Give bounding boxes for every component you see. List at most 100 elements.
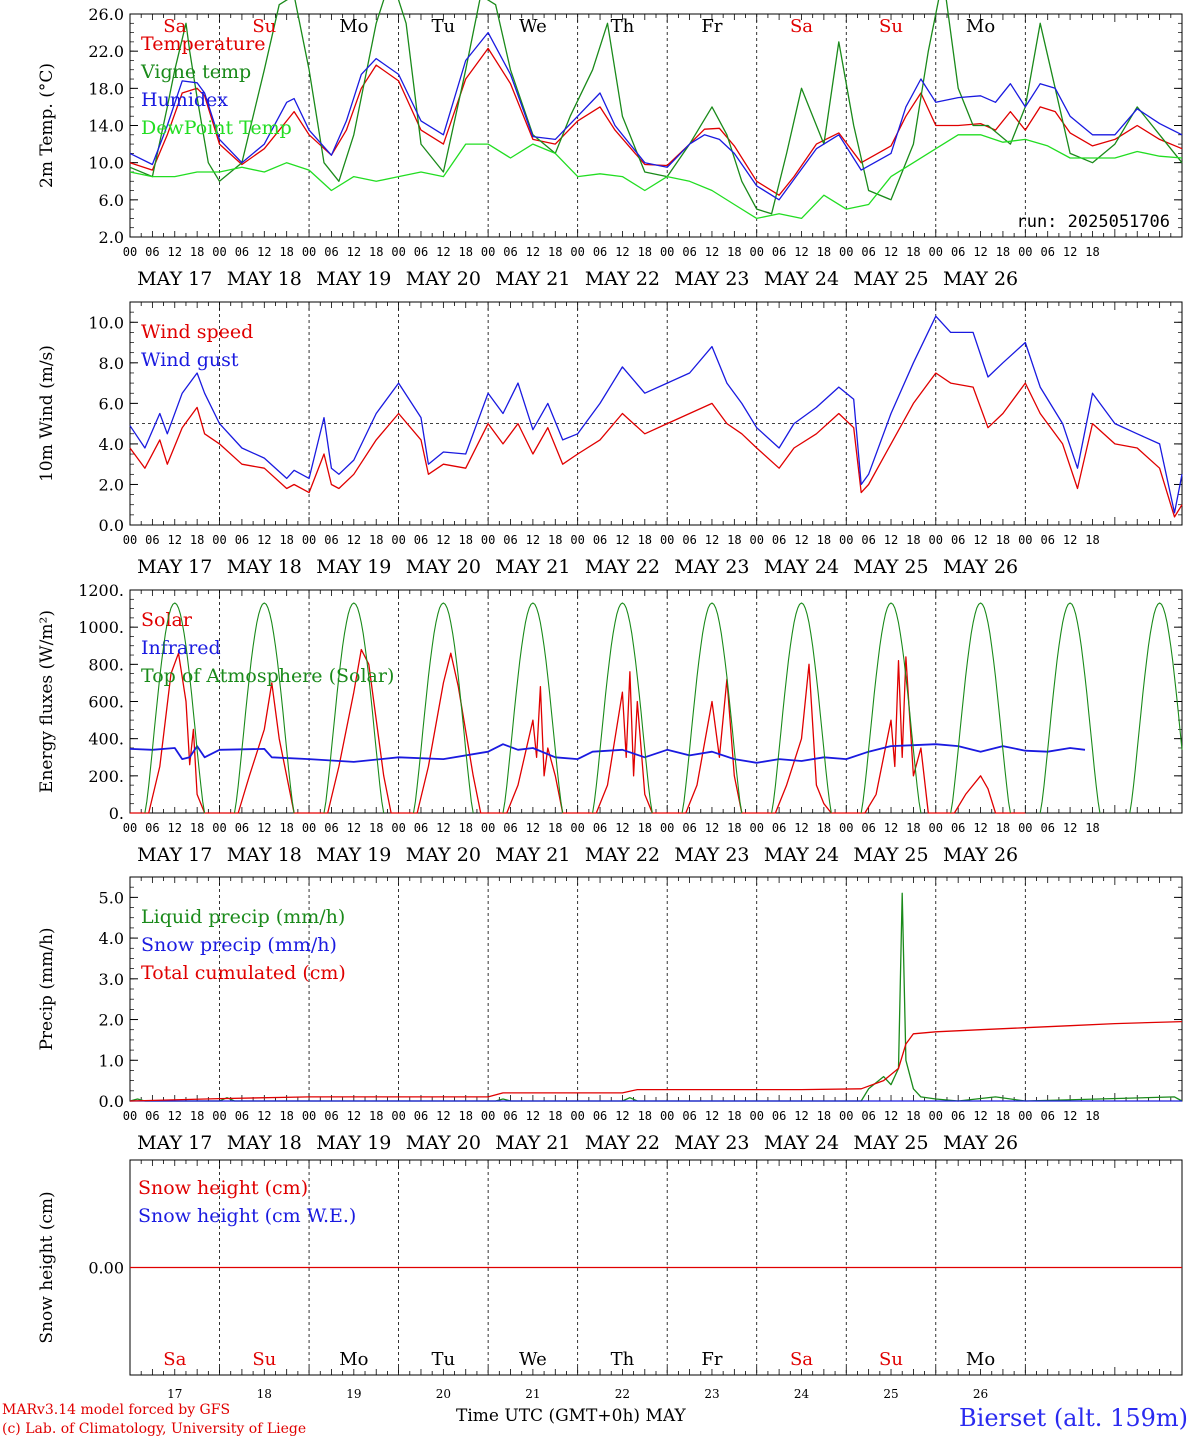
y-tick-label: 4.0: [99, 435, 124, 454]
x-hour-label: 06: [235, 533, 249, 547]
x-hour-label: 00: [212, 245, 226, 259]
x-hour-label: 18: [1085, 1109, 1099, 1123]
x-hour-label: 18: [1085, 533, 1099, 547]
y-tick-label: 8.0: [99, 354, 124, 373]
x-hour-label: 00: [660, 821, 674, 835]
day-number-label: 23: [704, 1387, 719, 1401]
series-line-toa-day: [323, 602, 385, 814]
x-axis-title-text: Time UTC (GMT+0h): [456, 1406, 641, 1426]
x-hour-label: 06: [772, 533, 786, 547]
x-hour-label: 00: [1018, 821, 1032, 835]
legend-item: Wind speed: [141, 321, 253, 343]
x-hour-label: 00: [212, 533, 226, 547]
y-axis-label: Energy fluxes (W/m²): [37, 610, 57, 793]
x-day-label: MAY 25: [853, 268, 928, 290]
x-hour-label: 12: [973, 821, 987, 835]
x-hour-label: 06: [1040, 533, 1054, 547]
x-hour-label: 00: [929, 821, 943, 835]
x-hour-label: 00: [391, 821, 405, 835]
x-hour-label: 12: [1063, 821, 1077, 835]
x-hour-label: 12: [436, 245, 450, 259]
x-hour-label: 00: [302, 1109, 316, 1123]
x-hour-label: 06: [235, 1109, 249, 1123]
x-hour-label: 00: [391, 533, 405, 547]
series-line-vigne-temp: [129, 0, 1183, 215]
y-tick-label: 0.0: [99, 1092, 124, 1111]
series-line-toa-day: [144, 602, 206, 814]
x-hour-label: 00: [570, 533, 584, 547]
x-hour-label: 06: [1040, 821, 1054, 835]
y-tick-label: 0.0: [99, 516, 124, 535]
x-hour-label: 00: [481, 821, 495, 835]
x-hour-label: 06: [682, 821, 696, 835]
x-hour-label: 06: [414, 245, 428, 259]
x-hour-label: 18: [638, 245, 652, 259]
x-hour-label: 12: [705, 1109, 719, 1123]
x-hour-label: 18: [190, 533, 204, 547]
x-hour-label: 06: [1040, 1109, 1054, 1123]
x-day-label: MAY 17: [137, 844, 212, 866]
x-hour-label: 06: [593, 245, 607, 259]
x-hour-label: 12: [794, 1109, 808, 1123]
x-hour-label: 12: [168, 533, 182, 547]
x-hour-label: 18: [996, 533, 1010, 547]
y-axis-label: 2m Temp. (°C): [37, 63, 57, 188]
y-tick-label: 2.0: [99, 1011, 124, 1030]
y-tick-label: 3.0: [99, 970, 124, 989]
x-hour-label: 18: [369, 245, 383, 259]
x-hour-label: 00: [749, 1109, 763, 1123]
weekday-label: We: [519, 1349, 547, 1370]
x-hour-label: 18: [638, 1109, 652, 1123]
x-hour-label: 06: [414, 1109, 428, 1123]
y-tick-label: 10.0: [88, 313, 124, 332]
y-tick-label: 6.0: [99, 394, 124, 413]
x-hour-label: 18: [638, 821, 652, 835]
series-line-toa-day: [860, 602, 922, 814]
x-hour-label: 12: [257, 821, 271, 835]
y-tick-label: 600.: [88, 693, 124, 712]
x-hour-label: 18: [727, 1109, 741, 1123]
x-hour-label: 06: [682, 245, 696, 259]
x-hour-label: 00: [660, 533, 674, 547]
x-hour-label: 00: [1018, 533, 1032, 547]
x-hour-label: 06: [951, 1109, 965, 1123]
x-hour-label: 00: [1018, 245, 1032, 259]
x-hour-label: 00: [570, 245, 584, 259]
x-hour-label: 12: [257, 245, 271, 259]
x-day-label: MAY 26: [943, 1132, 1018, 1154]
weekday-label: Su: [879, 1349, 903, 1370]
x-day-label: MAY 22: [585, 268, 660, 290]
credit-model: MARv3.14 model forced by GFS: [2, 1402, 231, 1418]
day-number-label: 21: [525, 1387, 540, 1401]
x-hour-label: 18: [459, 1109, 473, 1123]
x-hour-label: 06: [324, 821, 338, 835]
weekday-label: Th: [611, 1349, 635, 1370]
x-hour-label: 06: [324, 533, 338, 547]
weekday-label: Sa: [790, 1349, 813, 1370]
x-hour-label: 00: [302, 245, 316, 259]
weekday-label: Su: [252, 1349, 276, 1370]
x-hour-label: 18: [817, 533, 831, 547]
legend-item: Snow height (cm W.E.): [138, 1205, 356, 1227]
x-hour-label: 12: [884, 1109, 898, 1123]
x-hour-label: 12: [794, 245, 808, 259]
x-day-label: MAY 19: [316, 268, 391, 290]
x-hour-label: 06: [951, 821, 965, 835]
x-hour-label: 00: [839, 245, 853, 259]
x-hour-label: 00: [929, 1109, 943, 1123]
series-line-toa-day: [502, 602, 564, 814]
x-day-label: MAY 20: [406, 844, 481, 866]
weekday-label: Mo: [339, 16, 368, 37]
x-hour-label: 00: [481, 245, 495, 259]
x-hour-label: 00: [1018, 1109, 1032, 1123]
series-line-toa-day: [1039, 602, 1101, 814]
series-line-humidex: [129, 31, 1183, 201]
x-hour-label: 06: [145, 1109, 159, 1123]
x-hour-label: 00: [749, 821, 763, 835]
x-hour-label: 18: [190, 821, 204, 835]
x-hour-label: 00: [123, 1109, 137, 1123]
x-hour-label: 06: [951, 245, 965, 259]
x-hour-label: 06: [324, 245, 338, 259]
x-hour-label: 00: [123, 821, 137, 835]
x-hour-label: 12: [526, 533, 540, 547]
